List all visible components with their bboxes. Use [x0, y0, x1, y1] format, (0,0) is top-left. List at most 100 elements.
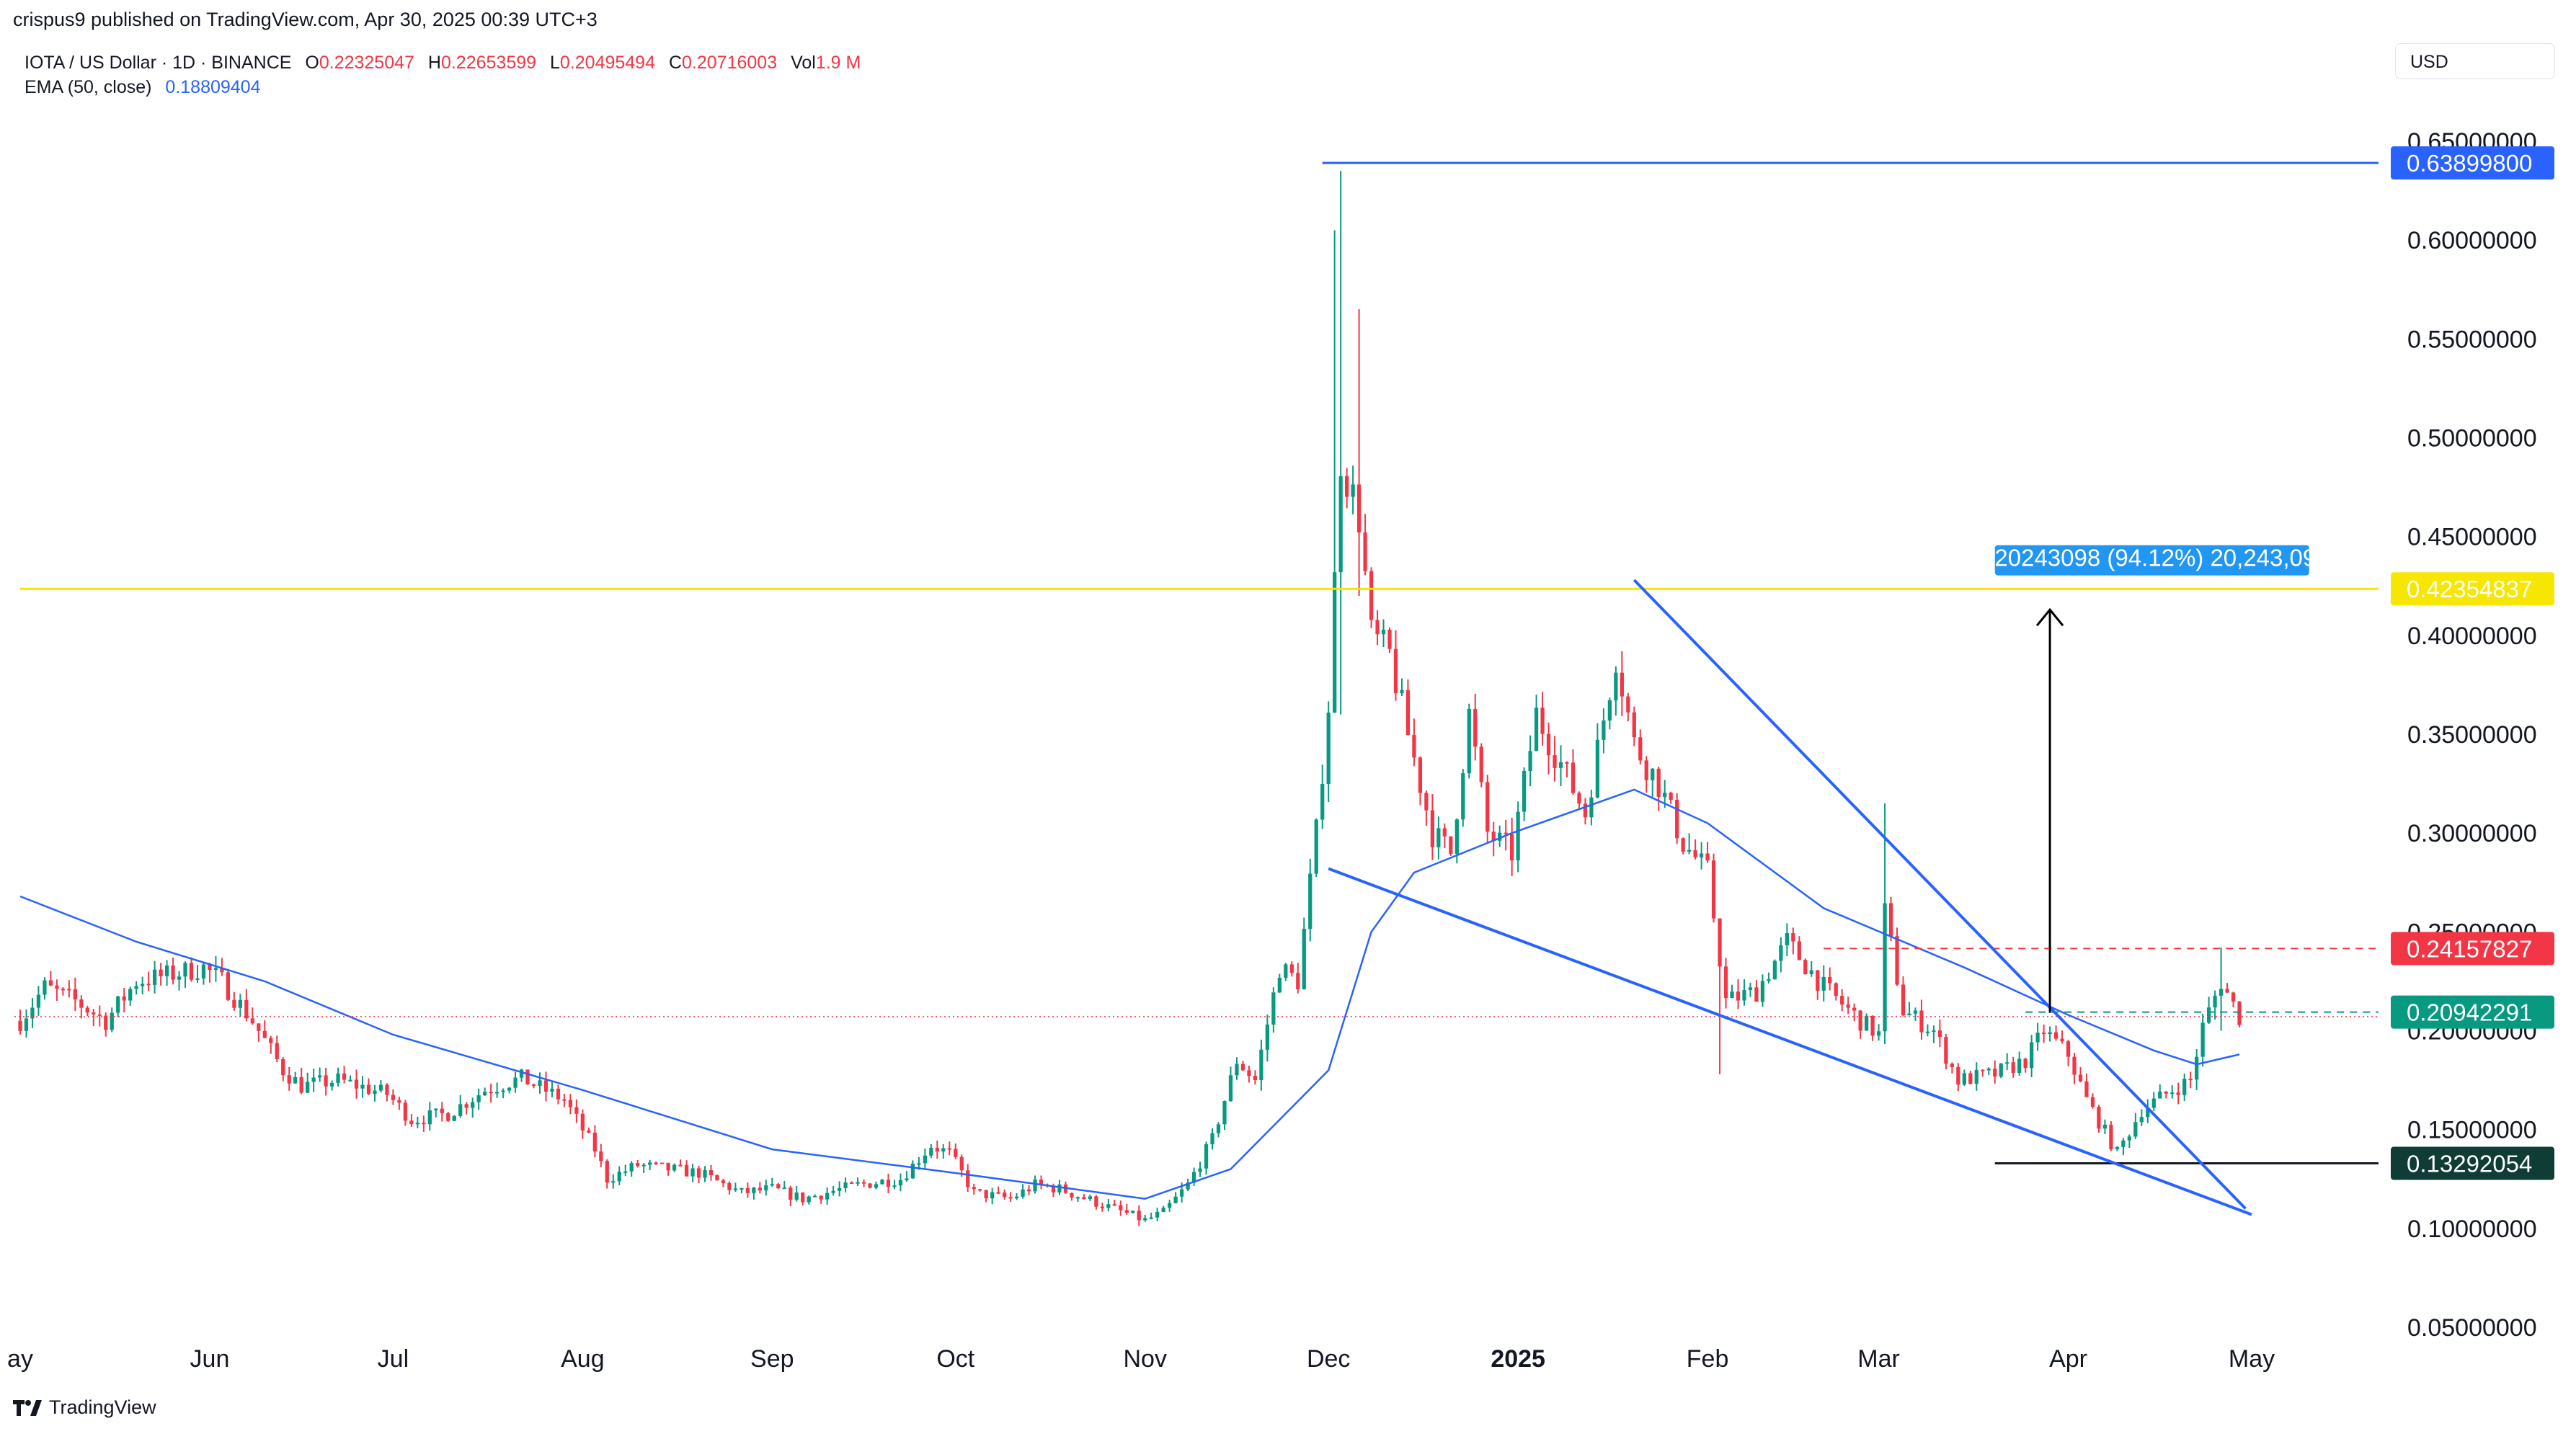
candle-body	[886, 1180, 891, 1187]
candle-body	[868, 1183, 872, 1188]
candle-body	[843, 1182, 848, 1189]
candle-body	[1265, 1024, 1269, 1050]
candle-body	[306, 1082, 310, 1093]
candle-body	[1259, 1049, 1263, 1080]
candle-body	[232, 999, 236, 1008]
candle-body	[79, 999, 84, 1008]
candle-body	[177, 976, 182, 980]
candle-body	[24, 1018, 29, 1031]
candle-body	[690, 1168, 695, 1177]
x-tick-label: Nov	[1123, 1345, 1166, 1373]
candle-body	[1271, 992, 1276, 1025]
candle-body	[269, 1038, 273, 1043]
candle-body	[257, 1023, 261, 1031]
candle-body	[1375, 620, 1380, 635]
candle-body	[2030, 1042, 2034, 1069]
candle-body	[990, 1192, 995, 1199]
candle-body	[715, 1175, 719, 1181]
candle-body	[617, 1172, 621, 1182]
candle-body	[605, 1161, 609, 1183]
candle-body	[910, 1164, 915, 1179]
candle-body	[1137, 1211, 1141, 1221]
candle-body	[2102, 1125, 2108, 1129]
candle-body	[874, 1184, 879, 1188]
candle-body	[48, 980, 53, 986]
candle-body	[1693, 850, 1697, 857]
candle-body	[1070, 1192, 1074, 1198]
candle-body	[538, 1080, 542, 1087]
candle-body	[2206, 1007, 2211, 1023]
candle-body	[1754, 987, 1759, 1002]
candle-body	[61, 989, 66, 991]
candle-body	[1314, 819, 1318, 874]
candle-body	[568, 1100, 573, 1107]
candle-body	[752, 1187, 756, 1193]
candle-body	[1204, 1144, 1209, 1169]
candle-body	[2231, 992, 2236, 1002]
candle-body	[513, 1077, 518, 1088]
candle-body	[1338, 476, 1343, 573]
candle-body	[2195, 1056, 2199, 1080]
candle-body	[122, 996, 126, 1001]
candle-body	[917, 1163, 921, 1165]
candle-body	[2176, 1092, 2180, 1095]
candle-body	[1119, 1205, 1123, 1211]
candle-body	[1968, 1073, 1973, 1084]
candle-body	[329, 1082, 334, 1087]
candle-body	[996, 1192, 1000, 1194]
symbol-label[interactable]: IOTA / US Dollar · 1D · BINANCE	[25, 53, 292, 73]
candle-body	[966, 1170, 970, 1187]
candle-body	[1699, 853, 1704, 857]
candle-body	[1723, 966, 1728, 999]
candle-body	[43, 980, 47, 995]
candle-body	[1222, 1101, 1227, 1125]
candle-body	[721, 1180, 726, 1183]
measure-label: 0.20243098 (94.12%) 20,243,098	[1975, 545, 2329, 571]
candle-body	[1333, 572, 1337, 713]
candle-body	[1565, 762, 1569, 764]
low-value: 0.20495494	[559, 53, 655, 73]
candle-body	[1008, 1197, 1013, 1199]
candle-body	[1075, 1197, 1080, 1199]
candle-body	[727, 1182, 732, 1190]
candle-body	[592, 1132, 597, 1152]
candle-body	[1393, 648, 1398, 694]
ema-label[interactable]: EMA (50, close)	[25, 77, 152, 97]
candle-body	[1240, 1064, 1245, 1071]
x-tick-label: Mar	[1857, 1345, 1900, 1373]
volume-value: 1.9 M	[815, 53, 861, 73]
candle-body	[1510, 834, 1514, 860]
candle-body	[275, 1043, 279, 1059]
candle-body	[159, 969, 163, 976]
candle-body	[905, 1178, 909, 1180]
candle-body	[1999, 1063, 2003, 1077]
candle-body	[1932, 1030, 1936, 1033]
currency-button[interactable]: USD	[2395, 43, 2555, 79]
candle-body	[471, 1102, 475, 1108]
candle-body	[1858, 1010, 1862, 1031]
x-tick-label: Jul	[378, 1345, 409, 1373]
candle-body	[1436, 828, 1441, 847]
candle-body	[678, 1164, 683, 1167]
candle-body	[1473, 708, 1478, 747]
candle-body	[110, 1012, 114, 1030]
candle-body	[764, 1185, 768, 1191]
candle-body	[562, 1099, 567, 1101]
candle-body	[378, 1084, 383, 1091]
candle-body	[18, 1020, 22, 1031]
candle-body	[1614, 672, 1618, 700]
price-label: 0.63899800	[2407, 150, 2532, 177]
candle-body	[1485, 782, 1490, 832]
candle-body	[2219, 989, 2224, 996]
candle-body	[1675, 800, 1679, 839]
candle-body	[629, 1163, 634, 1172]
candle-body	[2023, 1058, 2028, 1069]
candle-body	[152, 969, 157, 985]
candle-body	[745, 1187, 750, 1193]
price-tag-label: 0.20942291	[2407, 999, 2532, 1026]
candle-body	[654, 1162, 658, 1164]
candle-body	[299, 1076, 303, 1093]
candle-body	[837, 1188, 842, 1191]
candle-body	[2035, 1033, 2040, 1043]
